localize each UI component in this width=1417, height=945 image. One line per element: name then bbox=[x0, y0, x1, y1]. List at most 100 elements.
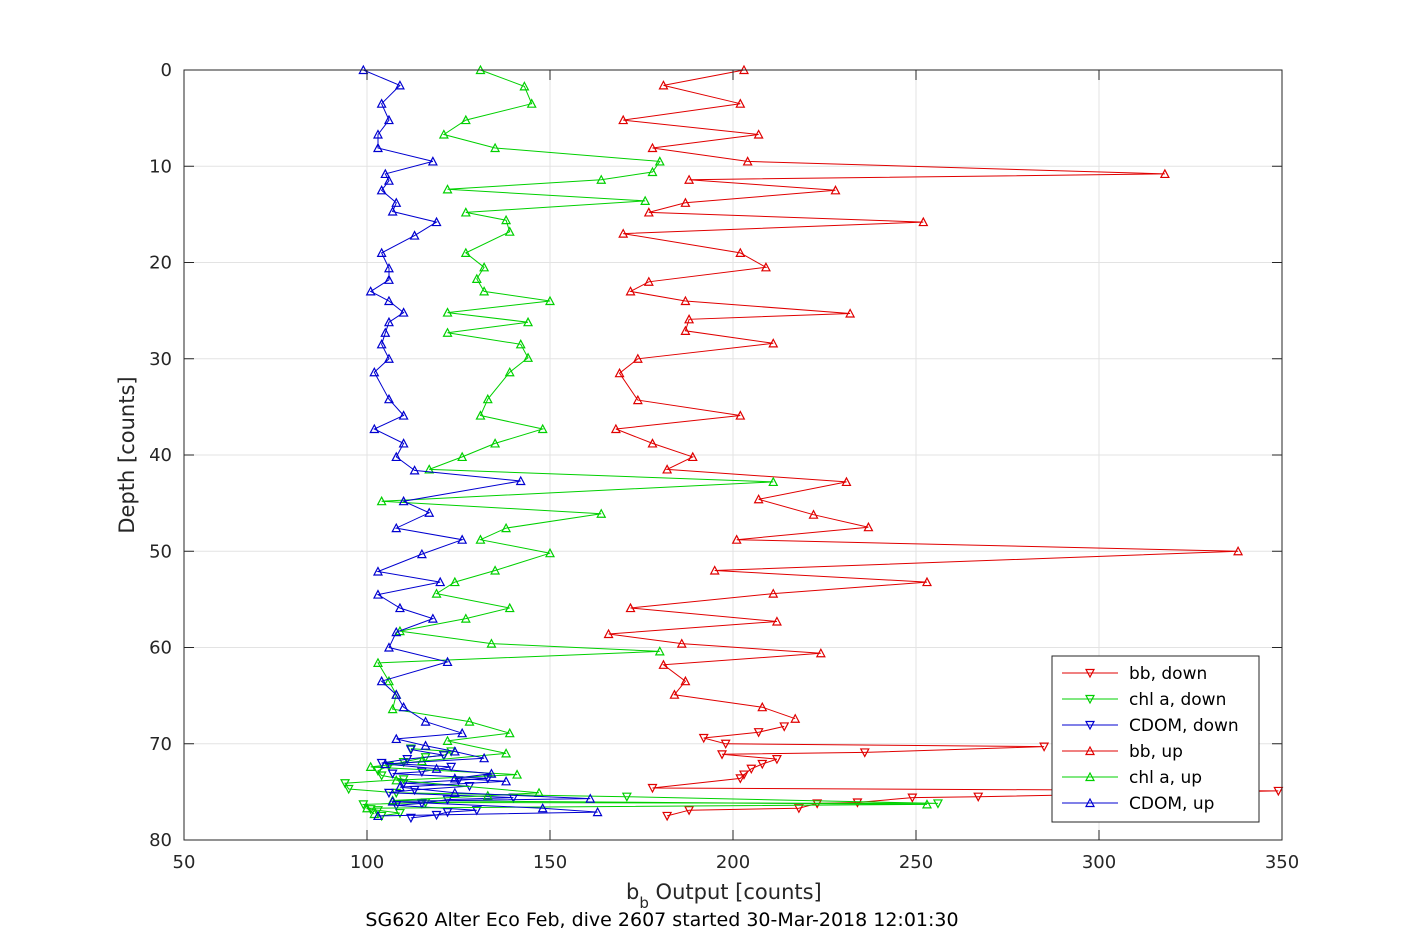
data-point bbox=[376, 185, 387, 195]
data-point bbox=[738, 770, 749, 780]
legend-marker bbox=[1085, 720, 1095, 731]
data-point bbox=[424, 464, 435, 474]
data-point bbox=[394, 781, 405, 792]
data-point bbox=[383, 675, 394, 686]
data-point bbox=[372, 589, 383, 599]
data-point bbox=[394, 808, 405, 819]
x-tick-label: 50 bbox=[173, 852, 196, 873]
data-point bbox=[545, 295, 555, 306]
data-point bbox=[376, 495, 387, 506]
data-point bbox=[438, 751, 449, 761]
series-0 bbox=[647, 722, 1284, 822]
data-point bbox=[431, 216, 442, 227]
data-point bbox=[376, 247, 387, 257]
data-point bbox=[746, 764, 757, 775]
legend-marker bbox=[1085, 668, 1095, 679]
data-point bbox=[647, 142, 658, 153]
data-point bbox=[618, 228, 629, 238]
data-point bbox=[859, 748, 870, 758]
data-point bbox=[482, 774, 493, 784]
data-point bbox=[383, 353, 394, 363]
x-axis-label-base: b bbox=[626, 880, 639, 904]
data-point bbox=[771, 755, 782, 765]
legend-label: bb, down bbox=[1129, 664, 1207, 684]
data-point bbox=[442, 307, 453, 317]
data-point bbox=[398, 307, 409, 317]
data-point bbox=[680, 675, 691, 686]
data-point bbox=[391, 451, 402, 462]
data-point bbox=[768, 476, 779, 487]
data-point bbox=[486, 768, 497, 778]
data-point bbox=[372, 806, 383, 816]
data-point bbox=[490, 565, 501, 575]
data-point bbox=[603, 628, 614, 639]
data-point bbox=[376, 339, 387, 349]
data-point bbox=[515, 339, 526, 349]
data-point bbox=[921, 799, 932, 809]
data-point bbox=[504, 602, 515, 613]
data-point bbox=[658, 659, 669, 669]
x-tick-label: 300 bbox=[1082, 852, 1116, 873]
data-point bbox=[845, 308, 856, 318]
data-point bbox=[512, 769, 523, 779]
data-point bbox=[453, 776, 464, 786]
y-tick-label: 70 bbox=[149, 734, 172, 755]
data-point bbox=[358, 800, 369, 810]
data-point bbox=[416, 767, 427, 777]
data-point bbox=[435, 576, 446, 587]
data-point bbox=[391, 197, 402, 207]
data-point bbox=[431, 763, 442, 773]
data-point bbox=[687, 451, 698, 462]
data-point bbox=[479, 262, 490, 272]
data-point bbox=[863, 521, 874, 532]
data-point bbox=[442, 327, 453, 337]
data-point bbox=[680, 295, 691, 306]
data-point bbox=[735, 247, 746, 257]
data-point bbox=[632, 394, 643, 405]
legend-marker bbox=[1085, 797, 1095, 808]
data-point bbox=[442, 184, 453, 194]
data-point bbox=[442, 795, 453, 805]
y-tick-label: 40 bbox=[149, 445, 172, 466]
data-point bbox=[501, 214, 512, 225]
data-point bbox=[460, 207, 471, 217]
data-point bbox=[537, 802, 548, 813]
data-point bbox=[647, 783, 658, 794]
data-point bbox=[596, 508, 607, 518]
data-point bbox=[387, 206, 398, 216]
data-point bbox=[394, 80, 405, 90]
data-point bbox=[852, 798, 863, 808]
data-point bbox=[398, 701, 409, 712]
data-point bbox=[684, 174, 695, 184]
data-point bbox=[625, 286, 636, 296]
data-point bbox=[632, 353, 643, 363]
data-point bbox=[753, 493, 764, 504]
data-point bbox=[973, 792, 984, 802]
data-point bbox=[449, 773, 460, 783]
data-point bbox=[501, 522, 512, 533]
data-point bbox=[387, 769, 398, 779]
data-point bbox=[537, 423, 548, 434]
legend-label: CDOM, down bbox=[1129, 716, 1239, 736]
data-point bbox=[504, 226, 515, 236]
data-point bbox=[907, 793, 918, 803]
data-point bbox=[457, 727, 468, 738]
axis-ticks bbox=[183, 69, 1283, 841]
data-point bbox=[808, 509, 819, 519]
data-point bbox=[515, 475, 526, 486]
data-point bbox=[394, 602, 405, 613]
x-axis-label: bb Output [counts] bbox=[626, 880, 822, 912]
data-point bbox=[643, 276, 654, 286]
data-point bbox=[383, 393, 394, 404]
data-point bbox=[757, 701, 768, 712]
data-point bbox=[449, 746, 460, 756]
data-point bbox=[427, 613, 438, 623]
data-point bbox=[1039, 742, 1050, 752]
data-point bbox=[643, 207, 654, 217]
data-point bbox=[768, 588, 779, 598]
data-point bbox=[398, 438, 409, 448]
data-point bbox=[585, 793, 596, 803]
x-tick-label: 200 bbox=[716, 852, 750, 873]
data-point bbox=[625, 602, 636, 613]
